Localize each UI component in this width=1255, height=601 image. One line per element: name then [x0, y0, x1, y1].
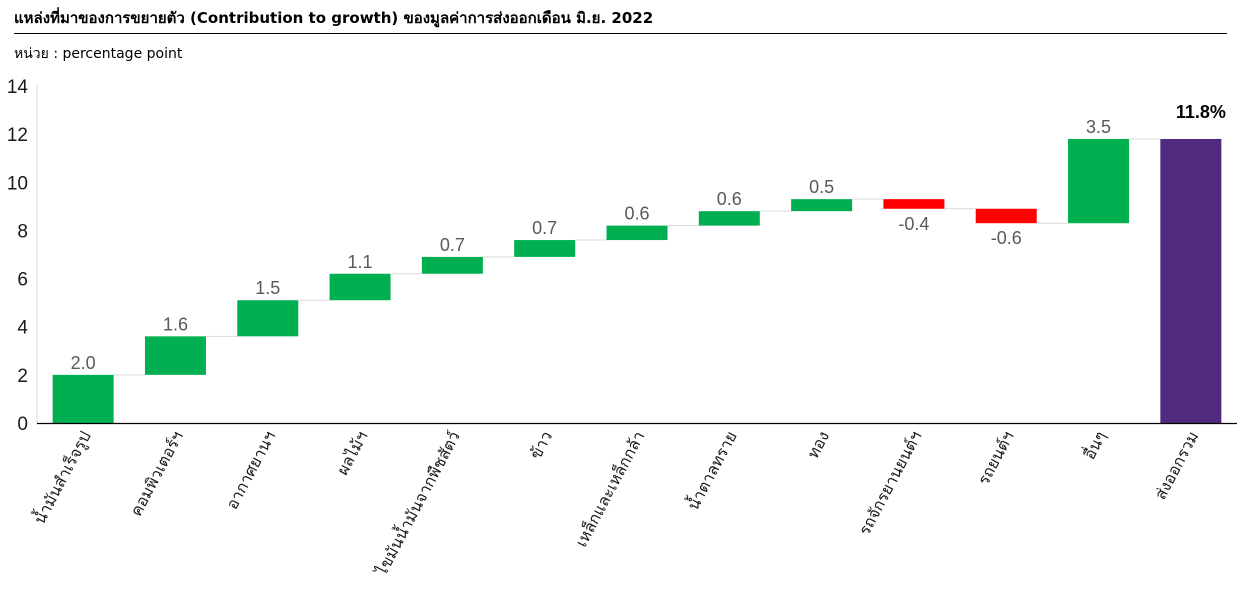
category-label: ไขมันน้ำมันจากพืชสัตว์ — [369, 427, 464, 580]
y-tick-labels: 0 2 4 6 8 10 12 14 — [7, 77, 29, 435]
category-label: ผลไม้ฯ — [333, 428, 372, 478]
bar — [883, 199, 945, 209]
axes — [36, 84, 1237, 425]
y-tick-label: 6 — [17, 270, 28, 291]
bar — [237, 300, 299, 337]
bar — [421, 256, 483, 274]
category-label: น้ำตาลทราย — [682, 427, 741, 513]
y-tick-label: 4 — [17, 318, 28, 339]
data-label: 3.5 — [1086, 117, 1111, 137]
category-label: อื่นๆ — [1078, 427, 1110, 463]
data-label: 1.6 — [163, 314, 188, 334]
category-label: เหล็กและเหล็กกล้า — [571, 427, 649, 550]
bar — [791, 199, 853, 212]
category-label: รถจักรยานยนต์ฯ — [855, 428, 926, 538]
data-label: -0.4 — [898, 214, 929, 234]
y-tick-label: 14 — [7, 77, 29, 98]
data-label: 2.0 — [71, 353, 96, 373]
y-tick-label: 8 — [17, 221, 28, 242]
data-label: 0.5 — [809, 177, 834, 197]
category-label: ส่งออกรวม — [1151, 428, 1203, 503]
category-label: ข้าว — [526, 428, 556, 462]
data-label: 0.6 — [624, 204, 649, 224]
bar — [329, 273, 391, 301]
category-labels: น้ำมันสำเร็จรูป คอมพิวเตอร์ฯ อากาศยานฯ ผลไม… — [28, 427, 1202, 580]
y-tick-label: 12 — [7, 125, 28, 146]
category-label: รถยนต์ฯ — [974, 428, 1018, 488]
y-tick-label: 10 — [7, 173, 28, 194]
bar — [975, 208, 1037, 224]
bars — [52, 138, 1222, 423]
data-label: 0.7 — [532, 218, 557, 238]
bar — [698, 211, 760, 226]
category-label: อากาศยานฯ — [222, 428, 279, 513]
category-label: คอมพิวเตอร์ฯ — [126, 428, 187, 519]
data-label: 1.5 — [255, 278, 280, 298]
bar — [606, 225, 668, 241]
category-label: น้ำมันสำเร็จรูป — [28, 427, 95, 528]
title-divider — [14, 33, 1227, 34]
data-label: 11.8% — [1176, 102, 1226, 122]
chart-title: แหล่งที่มาของการขยายตัว (Contribution to… — [14, 9, 654, 27]
bar — [52, 374, 114, 423]
bar — [1068, 138, 1130, 224]
bar — [1160, 138, 1222, 423]
bar — [144, 336, 206, 375]
unit-label: หน่วย : percentage point — [14, 46, 183, 62]
category-label: ทอง — [803, 428, 833, 462]
connector-lines — [113, 138, 1161, 376]
bar — [514, 240, 576, 257]
data-label: 0.6 — [717, 189, 742, 209]
data-label: 0.7 — [440, 235, 465, 255]
y-tick-label: 0 — [17, 414, 28, 435]
data-label: 1.1 — [348, 252, 373, 272]
data-labels: 2.0 1.6 1.5 1.1 0.7 0.7 0.6 0.6 0.5 -0.4 -0.6 3.5 11… — [71, 102, 1226, 373]
y-tick-label: 2 — [17, 366, 28, 387]
data-label: -0.6 — [991, 228, 1022, 248]
